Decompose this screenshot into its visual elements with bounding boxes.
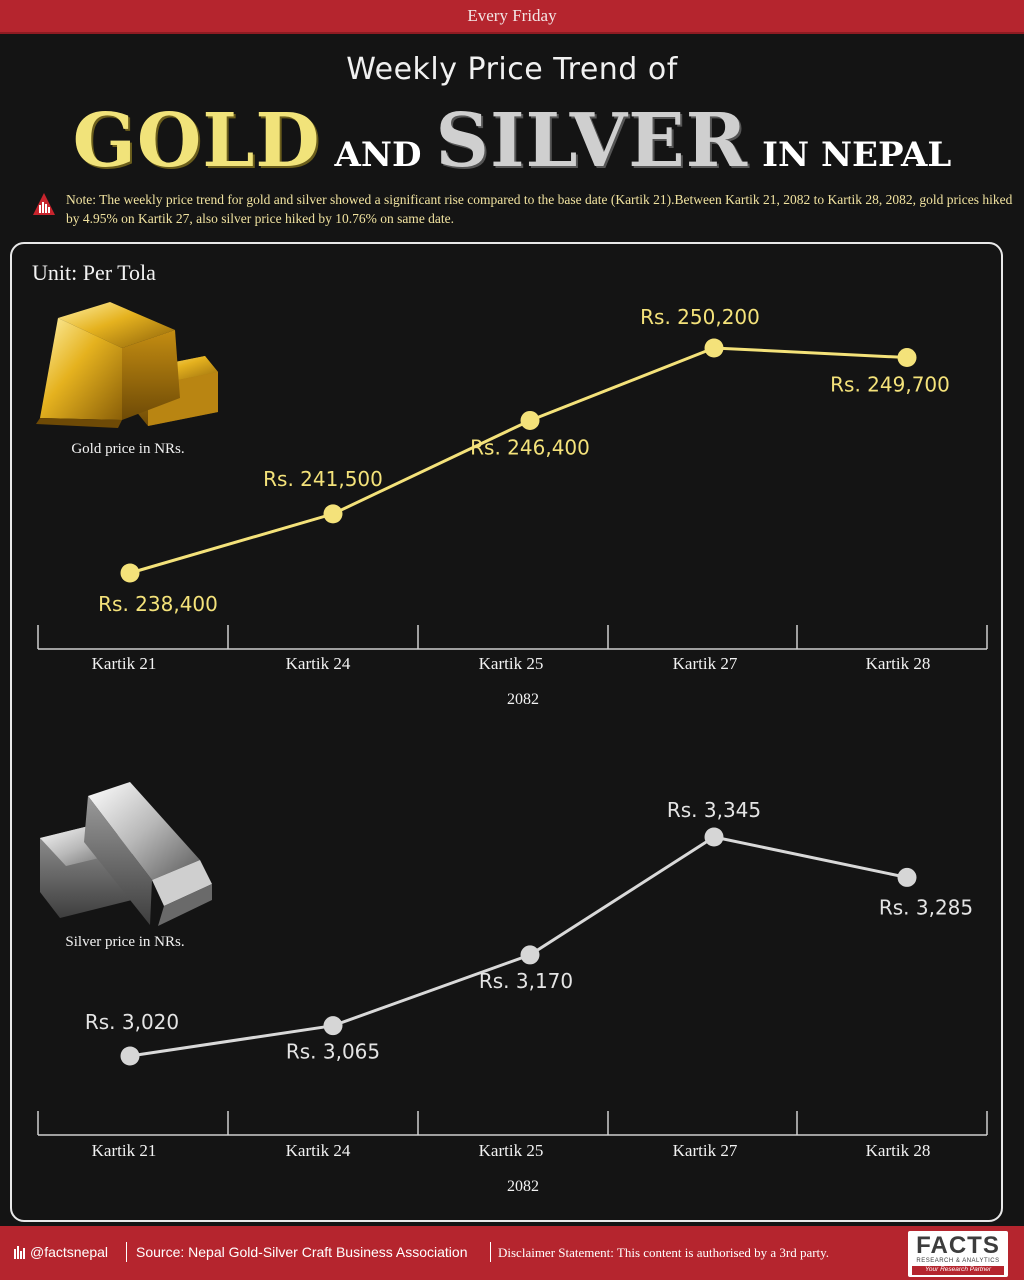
x-tick-label: Kartik 28 (866, 1141, 931, 1160)
logo-brand: FACTS (916, 1232, 1000, 1259)
facts-logo: FACTS RESEARCH & ANALYTICS Your Research… (908, 1231, 1008, 1277)
x-tick-label: Kartik 27 (673, 1141, 738, 1160)
silver-bars-icon (40, 782, 212, 926)
note-block: Note: The weekly price trend for gold an… (32, 190, 1012, 232)
gold-data-label: Rs. 250,200 (640, 305, 760, 329)
logo-subtitle: RESEARCH & ANALYTICS (916, 1258, 1000, 1264)
footer-divider (490, 1242, 491, 1262)
x-tick-label: Kartik 25 (479, 1141, 544, 1160)
gold-data-label: Rs. 238,400 (98, 592, 218, 616)
x-tick-label: Kartik 21 (92, 1141, 157, 1160)
silver-data-point (897, 867, 917, 887)
logo-tagline: Your Research Partner (912, 1266, 1004, 1275)
title-and: AND (334, 135, 422, 175)
footer: @factsnepal Source: Nepal Gold-Silver Cr… (0, 1226, 1024, 1280)
silver-data-point (520, 945, 540, 965)
gold-data-label: Rs. 249,700 (830, 373, 950, 397)
gold-data-label: Rs. 241,500 (263, 467, 383, 491)
silver-data-label: Rs. 3,170 (479, 969, 573, 993)
gold-line-chart: Rs. 238,400 Rs. 241,500 Rs. 246,400 Rs. 250… (37, 305, 988, 708)
x-tick-label: Kartik 25 (479, 654, 544, 673)
banner-text: Every Friday (467, 6, 557, 25)
source-text: Source: Nepal Gold-Silver Craft Business… (136, 1244, 468, 1260)
title-nepal: IN NEPAL (762, 135, 952, 175)
title-silver: SILVER (435, 98, 749, 184)
x-axis-year-label: 2082 (507, 691, 539, 708)
gold-data-point (323, 504, 343, 524)
silver-caption: Silver price in NRs. (65, 934, 185, 950)
gold-bars-icon (36, 302, 218, 428)
title-line1: Weekly Price Trend of (346, 52, 678, 87)
x-tick-label: Kartik 28 (866, 654, 931, 673)
gold-data-point (704, 338, 724, 358)
warning-chart-icon (33, 193, 55, 215)
x-tick-label: Kartik 24 (286, 1141, 351, 1160)
silver-data-point (704, 827, 724, 847)
unit-label: Unit: Per Tola (32, 260, 156, 285)
x-tick-label: Kartik 27 (673, 654, 738, 673)
gold-caption: Gold price in NRs. (71, 441, 185, 457)
top-banner: Every Friday (0, 0, 1024, 34)
chart-panel (10, 242, 1003, 1222)
disclaimer-text: Disclaimer Statement: This content is au… (498, 1245, 830, 1260)
silver-data-label: Rs. 3,285 (879, 895, 973, 919)
footer-divider (126, 1242, 127, 1262)
silver-line-chart: Rs. 3,020 Rs. 3,065 Rs. 3,170 Rs. 3,345 Rs. … (37, 798, 988, 1195)
handle-text: @factsnepal (30, 1244, 109, 1260)
silver-data-label: Rs. 3,345 (667, 798, 761, 822)
social-handle[interactable]: @factsnepal (14, 1244, 108, 1260)
gold-data-point (120, 563, 140, 583)
bar-chart-icon (14, 1246, 25, 1259)
silver-data-point (323, 1016, 343, 1036)
gold-data-point (520, 410, 540, 430)
silver-series-line (129, 835, 908, 1058)
x-tick-label: Kartik 24 (286, 654, 351, 673)
gold-data-label: Rs. 246,400 (470, 435, 590, 459)
silver-data-label: Rs. 3,065 (286, 1040, 380, 1064)
x-axis-year-label: 2082 (507, 1178, 539, 1195)
silver-data-point (120, 1046, 140, 1066)
title-gold: GOLD (72, 98, 321, 184)
silver-data-label: Rs. 3,020 (85, 1010, 179, 1034)
gold-series-line (129, 346, 908, 575)
gold-data-point (897, 348, 917, 368)
main-title: GOLD AND SILVER IN NEPAL (0, 98, 1024, 184)
x-tick-label: Kartik 21 (92, 654, 157, 673)
note-text: Note: The weekly price trend for gold an… (66, 192, 1013, 226)
